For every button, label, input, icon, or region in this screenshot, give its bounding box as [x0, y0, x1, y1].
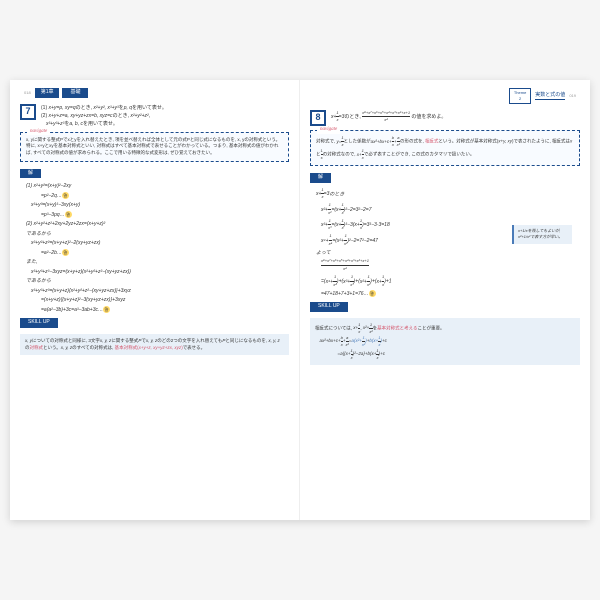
solution-label: 解 [20, 169, 41, 179]
theme-chip: Theme2 [509, 88, 531, 104]
navigate-label: navigate [317, 126, 340, 134]
solution-math: (1) x²+y²=(x+y)²−2xy =p²−2q…答 x³+y³=(x+y… [20, 182, 289, 314]
solution-math: x+1x=3のとき x²+1x²=(x+1x)²−2=3²−2=7 x³+1x³… [310, 187, 580, 299]
theme-title: 実数と式の値 [535, 92, 565, 101]
navigate-box: navigate x, yに関する整式Pでxとyを入れ替えたとき, 項を並べ替え… [20, 132, 289, 162]
solution-label: 解 [310, 173, 331, 183]
right-page: Theme2 実数と式の値 019 8 x+1x=3のとき, x⁸+x⁷+x⁶+… [300, 80, 590, 520]
page-spread: 018 第1章 基礎 7 (1) x+y=p, xy=qのとき, x²+y², … [10, 80, 590, 520]
left-page: 018 第1章 基礎 7 (1) x+y=p, xy=qのとき, x²+y², … [10, 80, 300, 520]
problem-text: x+1x=3のとき, x⁸+x⁷+x⁶+x⁵+x⁴+x³+x²+x+1x⁴ の値… [331, 110, 446, 126]
right-header: Theme2 実数と式の値 019 [310, 88, 580, 104]
problem-block: 8 x+1x=3のとき, x⁸+x⁷+x⁶+x⁵+x⁴+x³+x²+x+1x⁴ … [310, 110, 580, 126]
page-number: 019 [569, 93, 576, 99]
problem-number: 7 [20, 104, 36, 120]
chapter-chip: 第1章 [35, 88, 60, 98]
skill-box: 相反式については, x+1x, x²+1x²を基本対称式と考えることが重要。 a… [310, 318, 580, 365]
side-note: x+1/xを残してもよいが, x²+1/x²で表す方が早い。 [512, 225, 572, 245]
problem-text: (1) x+y=p, xy=qのとき, x²+y², x³+y³をp, qを用い… [41, 104, 167, 128]
skill-label: SKILL UP [20, 318, 58, 328]
problem-number: 8 [310, 110, 326, 126]
navigate-label: navigate [27, 128, 50, 136]
navigate-text: x, yに関する整式Pでxとyを入れ替えたとき, 項を並べ替えれば全体として元の… [26, 137, 280, 156]
skill-label: SKILL UP [310, 302, 348, 312]
section-chip: 基礎 [62, 88, 88, 98]
navigate-box: navigate 対称式で, y=1xとした係数がax²+bx+c+bx+ax²… [310, 130, 580, 166]
left-header: 018 第1章 基礎 [20, 88, 289, 98]
page-number: 018 [24, 90, 31, 96]
problem-block: 7 (1) x+y=p, xy=qのとき, x²+y², x³+y³をp, qを… [20, 104, 289, 128]
skill-box: x, yについての対称式と同様に, 3文字x, y, zに関する整式Pでx, y… [20, 334, 289, 356]
